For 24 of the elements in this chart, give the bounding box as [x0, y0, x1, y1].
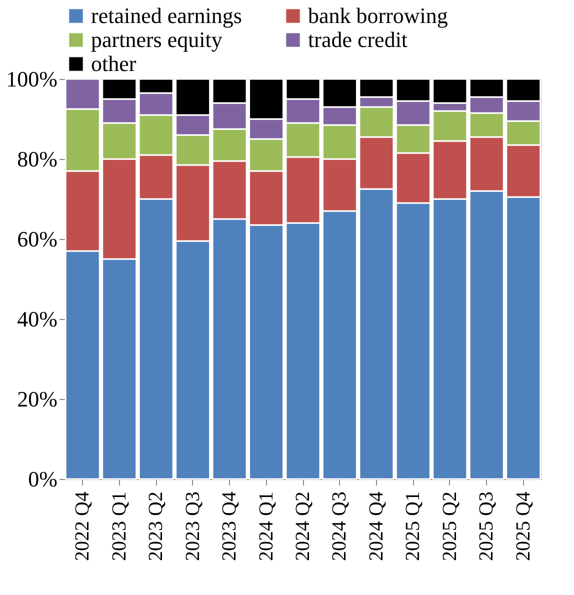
x-tick-label: 2025 Q4: [512, 492, 534, 561]
y-tick-label: 60%: [17, 226, 58, 252]
x-tick-label: 2023 Q3: [182, 492, 204, 561]
x-tick-label: 2023 Q1: [108, 492, 130, 561]
x-tick-label: 2024 Q1: [255, 492, 278, 561]
legend-label: other: [91, 51, 137, 76]
x-tick-label: 2024 Q2: [292, 492, 314, 561]
x-tick-label: 2024 Q4: [365, 492, 388, 561]
x-tick-label: 2022 Q4: [72, 492, 94, 561]
legend-label: trade credit: [308, 27, 408, 52]
x-tick-label: 2025 Q3: [476, 492, 498, 561]
x-tick-label: 2025 Q2: [438, 492, 461, 561]
x-tick-label: 2024 Q3: [328, 492, 351, 561]
legend-label: retained earnings: [91, 3, 242, 28]
legend-label: bank borrowing: [308, 3, 448, 28]
y-tick-label: 100%: [6, 66, 58, 92]
legend-label: partners equity: [91, 27, 222, 52]
x-tick-label: 2023 Q2: [145, 492, 168, 561]
y-tick-label: 20%: [17, 386, 58, 412]
y-tick-label: 80%: [17, 146, 58, 172]
y-tick-label: 40%: [17, 306, 58, 332]
x-tick-label: 2025 Q1: [402, 492, 424, 561]
y-tick-label: 0%: [28, 466, 58, 492]
x-tick-label: 2023 Q4: [218, 492, 241, 561]
